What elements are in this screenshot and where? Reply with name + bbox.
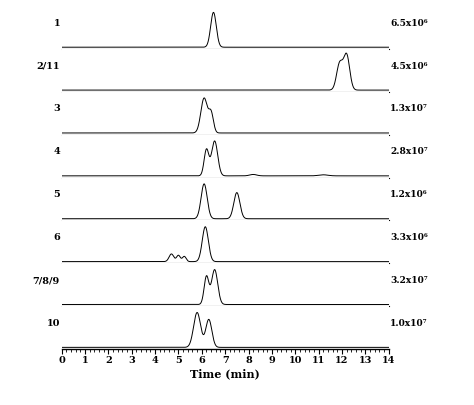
Text: 1.0x10⁷: 1.0x10⁷ (390, 319, 428, 328)
Text: 3.2x10⁷: 3.2x10⁷ (390, 276, 428, 285)
Text: 2.8x10⁷: 2.8x10⁷ (390, 147, 428, 156)
Text: 1.2x10⁶: 1.2x10⁶ (390, 190, 428, 199)
Text: 10: 10 (46, 319, 60, 328)
Text: 1.3x10⁷: 1.3x10⁷ (390, 104, 428, 113)
Text: 6: 6 (53, 233, 60, 242)
Text: 3: 3 (53, 104, 60, 113)
Text: 4: 4 (53, 147, 60, 156)
X-axis label: Time (min): Time (min) (190, 368, 260, 379)
Text: 7/8/9: 7/8/9 (33, 276, 60, 285)
Text: 6.5x10⁶: 6.5x10⁶ (390, 19, 428, 28)
Text: 1: 1 (54, 19, 60, 28)
Text: 2/11: 2/11 (36, 62, 60, 70)
Text: 3.3x10⁶: 3.3x10⁶ (390, 233, 428, 242)
Text: 5: 5 (53, 190, 60, 199)
Text: 4.5x10⁶: 4.5x10⁶ (390, 62, 428, 70)
